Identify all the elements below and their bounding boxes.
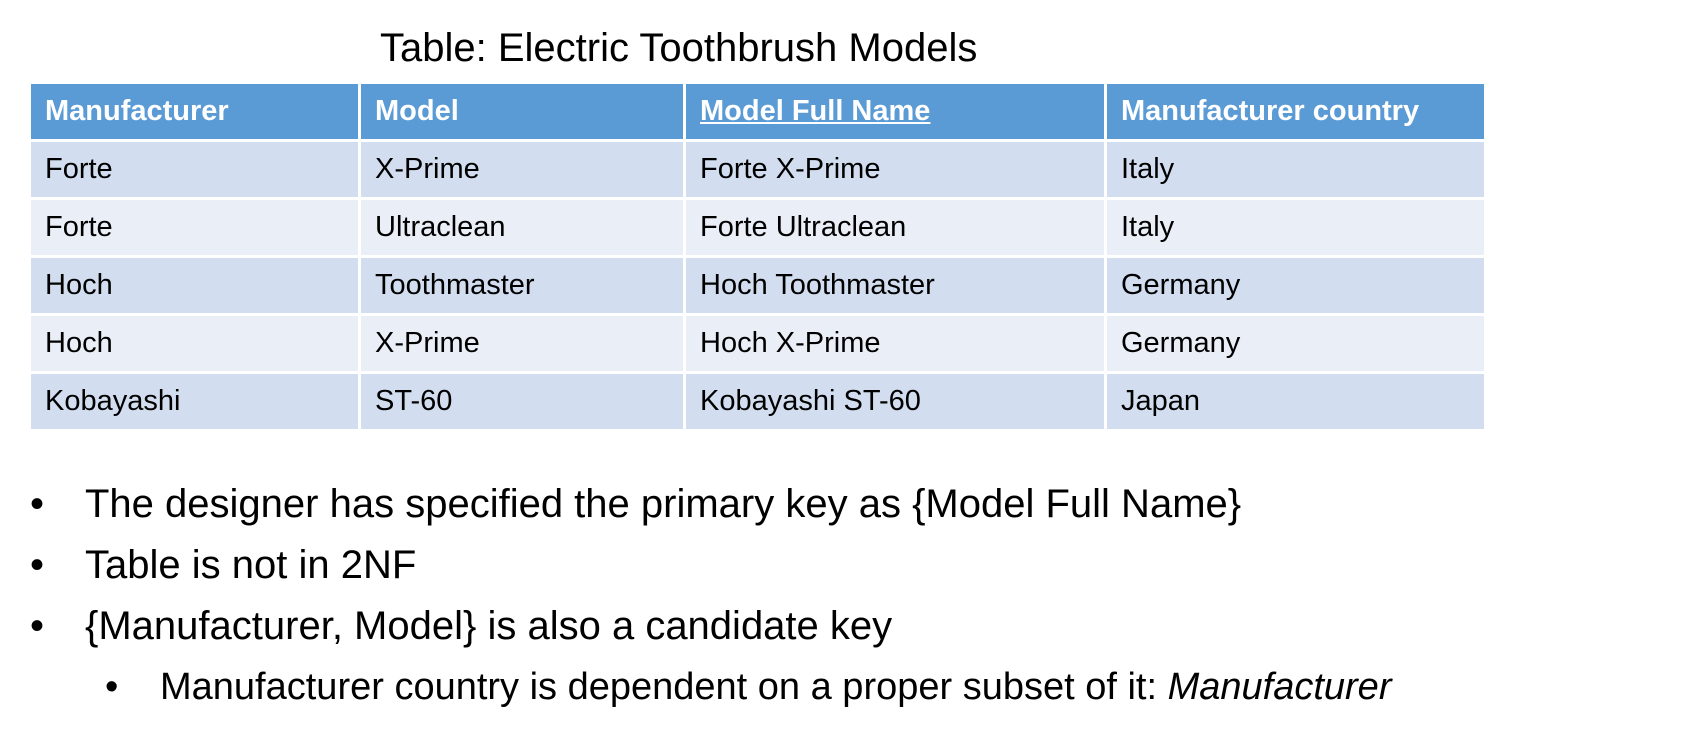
table-cell: X-Prime xyxy=(358,139,686,200)
table-cell: Italy xyxy=(1104,197,1487,258)
bullet-text: Table is not in 2NF xyxy=(85,543,417,587)
bullet-marker: • xyxy=(105,666,119,708)
bullet-marker: • xyxy=(30,482,45,526)
table-cell: Italy xyxy=(1104,139,1487,200)
table-cell: Kobayashi xyxy=(28,371,361,432)
table-cell: Germany xyxy=(1104,313,1487,374)
table-header-row: Manufacturer Model Model Full Name Manuf… xyxy=(28,81,1487,142)
table-cell: Germany xyxy=(1104,255,1487,316)
table-cell: ST-60 xyxy=(358,371,686,432)
sub-bullet-emphasis: Manufacturer xyxy=(1167,666,1392,708)
table-cell: Hoch xyxy=(28,255,361,316)
table-cell: Kobayashi ST-60 xyxy=(683,371,1107,432)
table-row: Hoch Toothmaster Hoch Toothmaster German… xyxy=(28,255,1487,316)
table-cell: Toothmaster xyxy=(358,255,686,316)
bullet-marker: • xyxy=(30,543,45,587)
table-cell: Forte xyxy=(28,197,361,258)
table-row: Hoch X-Prime Hoch X-Prime Germany xyxy=(28,313,1487,374)
column-header-model-full-name-label: Model Full Name xyxy=(700,95,931,127)
table-cell: Hoch xyxy=(28,313,361,374)
table-cell: Hoch X-Prime xyxy=(683,313,1107,374)
table-cell: Ultraclean xyxy=(358,197,686,258)
table-cell: Forte xyxy=(28,139,361,200)
table-cell: Japan xyxy=(1104,371,1487,432)
sub-bullet-text: Manufacturer country is dependent on a p… xyxy=(160,661,1391,713)
table-row: Forte X-Prime Forte X-Prime Italy xyxy=(28,139,1487,200)
bullet-text: The designer has specified the primary k… xyxy=(85,482,1242,526)
sub-bullet-body: Manufacturer country is dependent on a p… xyxy=(160,666,1168,708)
table-row: Forte Ultraclean Forte Ultraclean Italy xyxy=(28,197,1487,258)
table-row: Kobayashi ST-60 Kobayashi ST-60 Japan xyxy=(28,371,1487,432)
bullet-text: {Manufacturer, Model} is also a candidat… xyxy=(85,604,893,648)
table-cell: X-Prime xyxy=(358,313,686,374)
table-cell: Hoch Toothmaster xyxy=(683,255,1107,316)
column-header-model: Model xyxy=(358,81,686,142)
table-cell: Forte X-Prime xyxy=(683,139,1107,200)
bullet-marker: • xyxy=(30,604,45,648)
toothbrush-models-table: Manufacturer Model Model Full Name Manuf… xyxy=(28,81,1487,432)
column-header-manufacturer: Manufacturer xyxy=(28,81,361,142)
table-cell: Forte Ultraclean xyxy=(683,197,1107,258)
column-header-manufacturer-country: Manufacturer country xyxy=(1104,81,1487,142)
slide-title: Table: Electric Toothbrush Models xyxy=(380,26,978,70)
column-header-model-full-name: Model Full Name xyxy=(683,81,1107,142)
